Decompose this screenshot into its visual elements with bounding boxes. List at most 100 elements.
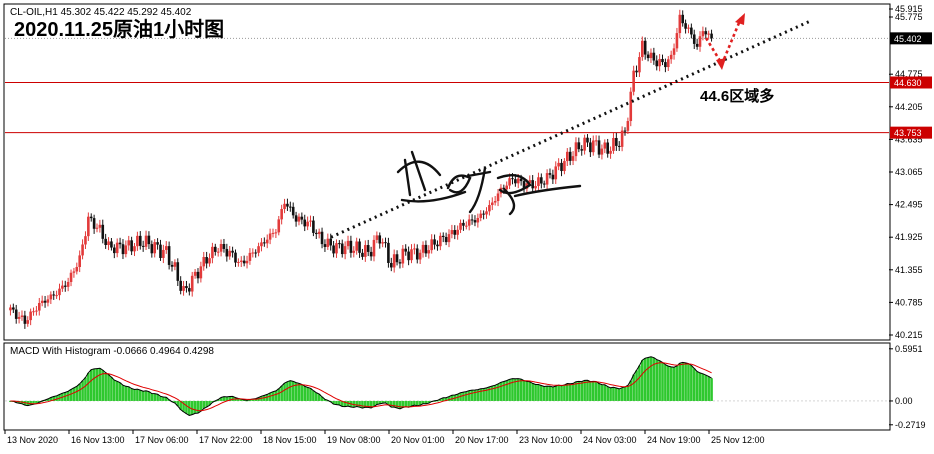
macd-bar bbox=[554, 386, 558, 401]
candle-body bbox=[242, 260, 246, 264]
candle-body bbox=[516, 178, 520, 184]
candle-body bbox=[43, 300, 47, 303]
candle-body bbox=[444, 237, 448, 243]
candle-body bbox=[199, 266, 203, 279]
macd-bar bbox=[635, 370, 638, 401]
macd-bar bbox=[638, 365, 641, 401]
macd-bar bbox=[574, 381, 578, 401]
macd-bar bbox=[514, 378, 517, 401]
macd-bar bbox=[701, 373, 705, 401]
macd-bar bbox=[205, 400, 208, 408]
macd-bar bbox=[620, 387, 624, 401]
candle-body bbox=[170, 264, 174, 267]
macd-bar bbox=[179, 400, 182, 410]
level-price-label: 44.630 bbox=[894, 78, 922, 88]
current-price-label: 45.402 bbox=[894, 34, 922, 44]
candle-body bbox=[462, 222, 465, 226]
macd-bar bbox=[121, 385, 125, 401]
level-price-tag bbox=[890, 126, 932, 139]
macd-bar bbox=[381, 400, 384, 404]
candle-body bbox=[231, 250, 234, 253]
candle-body bbox=[95, 227, 99, 229]
time-axis: 13 Nov 2020 16 Nov 13:00 17 Nov 06:00 17 No… bbox=[4, 430, 765, 445]
candle-body bbox=[542, 183, 546, 185]
candle-body bbox=[312, 220, 315, 233]
macd-bar bbox=[283, 383, 286, 401]
candle-body bbox=[395, 254, 399, 263]
candle-body bbox=[418, 252, 422, 260]
candle-body bbox=[646, 54, 650, 59]
candle-body bbox=[118, 242, 122, 245]
candle-body bbox=[265, 239, 269, 244]
macd-bar bbox=[254, 398, 257, 401]
candle-body bbox=[441, 235, 445, 238]
candle-body bbox=[239, 260, 243, 262]
candle-body bbox=[401, 248, 405, 264]
macd-bar bbox=[485, 387, 488, 401]
candle-body bbox=[144, 235, 148, 247]
macd-bar bbox=[37, 400, 41, 403]
macd-bar bbox=[314, 392, 318, 401]
macd-bar bbox=[280, 385, 283, 401]
candle-body bbox=[568, 151, 572, 161]
candle-body bbox=[20, 315, 24, 317]
candle-body bbox=[115, 242, 119, 254]
candle-body bbox=[294, 215, 298, 222]
chart-title: 2020.11.25原油1小时图 bbox=[14, 17, 224, 41]
x-tick-label: 19 Nov 08:00 bbox=[327, 435, 381, 445]
candle-body bbox=[473, 220, 477, 223]
candle-body bbox=[623, 130, 627, 132]
macd-bar bbox=[286, 381, 289, 401]
macd-bar bbox=[444, 397, 448, 401]
macd-bar bbox=[392, 400, 396, 408]
macd-bar bbox=[609, 387, 612, 401]
candle-body bbox=[430, 239, 433, 251]
candle-body bbox=[26, 320, 30, 324]
macd-bar bbox=[133, 389, 136, 401]
macd-bar bbox=[557, 385, 560, 401]
y-tick-label: 44.775 bbox=[895, 69, 923, 79]
macd-bar bbox=[534, 384, 537, 401]
candle-body bbox=[29, 311, 32, 321]
macd-bar bbox=[560, 385, 563, 401]
macd-bar bbox=[144, 390, 148, 401]
macd-bar bbox=[525, 381, 529, 401]
macd-bar bbox=[551, 386, 555, 401]
symbol-info: CL-OIL,H1 45.302 45.422 45.292 45.402 bbox=[10, 7, 192, 18]
macd-bar bbox=[542, 386, 546, 401]
macd-bar bbox=[225, 396, 229, 401]
candle-body bbox=[84, 236, 87, 245]
candle-body bbox=[92, 218, 96, 229]
candle-body bbox=[485, 211, 488, 215]
macd-bar bbox=[447, 396, 451, 401]
candle-body bbox=[493, 201, 497, 203]
macd-bar bbox=[465, 391, 468, 401]
macd-bar bbox=[658, 360, 661, 401]
price-pane[interactable] bbox=[3, 3, 891, 341]
macd-bar bbox=[664, 364, 667, 401]
macd-tick-label: 0.00 bbox=[895, 396, 913, 406]
candlesticks bbox=[9, 9, 713, 329]
candle-body bbox=[407, 251, 410, 261]
candle-body bbox=[208, 258, 211, 264]
candle-body bbox=[268, 233, 272, 240]
candle-body bbox=[46, 299, 50, 303]
candle-body bbox=[704, 31, 708, 35]
macd-bar bbox=[522, 380, 526, 401]
macd-bar bbox=[78, 383, 81, 401]
macd-bar bbox=[306, 387, 309, 401]
macd-pane[interactable] bbox=[3, 342, 891, 431]
macd-bar bbox=[303, 386, 307, 401]
macd-bar bbox=[46, 398, 50, 401]
candle-body bbox=[257, 246, 260, 253]
y-tick-label: 41.355 bbox=[895, 265, 923, 275]
candle-body bbox=[127, 240, 131, 246]
candle-body bbox=[384, 242, 387, 244]
macd-bar bbox=[418, 400, 422, 406]
macd-bar bbox=[29, 400, 32, 405]
macd-bar bbox=[661, 362, 664, 401]
macd-bar bbox=[300, 384, 304, 401]
macd-bar bbox=[479, 388, 483, 401]
candle-body bbox=[439, 235, 442, 247]
candle-body bbox=[589, 142, 592, 153]
